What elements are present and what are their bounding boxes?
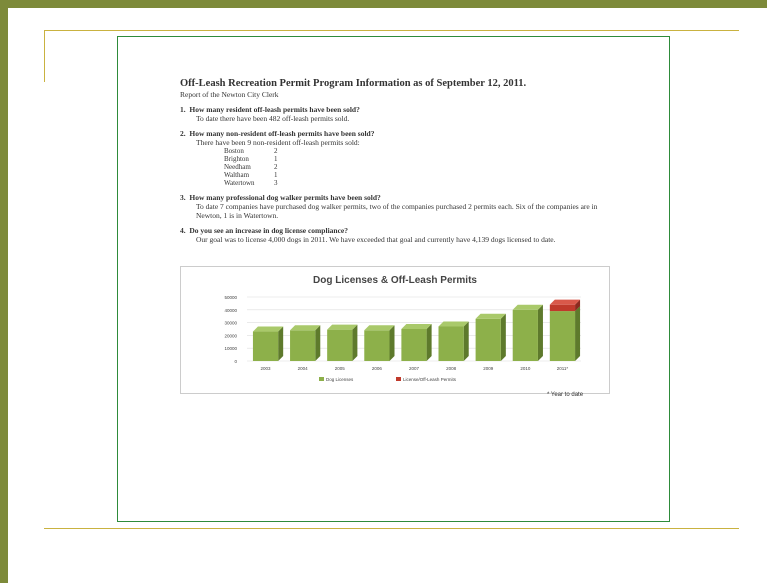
city-count: 2	[274, 163, 278, 171]
bar-side	[575, 299, 581, 312]
bar-dog-licenses	[475, 318, 501, 361]
bar-side	[278, 326, 284, 361]
answer-text: To date there have been 482 off-leash pe…	[196, 114, 350, 123]
answer-text: To date 7 companies have purchased dog w…	[196, 202, 598, 220]
bar-dog-licenses	[401, 329, 427, 361]
city-row: Needham 2	[224, 163, 610, 171]
question-heading: 3. How many professional dog walker perm…	[180, 193, 610, 202]
chart-bars	[252, 299, 581, 361]
chart-title: Dog Licenses & Off-Leash Permits	[313, 275, 477, 286]
bar-dog-licenses	[549, 311, 576, 361]
city-row: Watertown 3	[224, 179, 610, 187]
x-tick-label: 2011*	[557, 366, 569, 371]
question-3: 3. How many professional dog walker perm…	[180, 193, 610, 220]
bar-dog-licenses	[252, 331, 279, 361]
bar-top	[438, 321, 469, 327]
question-number: 3.	[180, 193, 186, 202]
legend-label: License/Off-Leash Permits	[403, 377, 457, 382]
bar-side	[352, 324, 358, 361]
city-count: 1	[274, 171, 278, 179]
bar-side	[315, 325, 321, 361]
city-name: Boston	[224, 147, 244, 155]
bar-side	[426, 324, 432, 361]
answer-text: Our goal was to license 4,000 dogs in 20…	[196, 235, 556, 244]
question-heading: 2. How many non-resident off-leash permi…	[180, 129, 610, 138]
bar-dog-licenses	[290, 330, 316, 361]
x-tick-label: 2006	[372, 366, 383, 371]
city-table: Boston 2 Brighton 1 Needham 2 Waltham 1 Wate…	[224, 147, 610, 187]
question-number: 1.	[180, 105, 186, 114]
city-name: Needham	[224, 163, 251, 171]
footnote: * Year to date	[547, 392, 584, 398]
legend-swatch-off-leash-permits	[396, 377, 401, 381]
x-tick-label: 2007	[409, 366, 420, 371]
decorative-line-vertical	[44, 30, 45, 82]
slide-left-border	[0, 0, 8, 583]
city-name: Waltham	[224, 171, 250, 179]
bar-top	[252, 326, 284, 332]
bar-dog-licenses	[438, 326, 464, 361]
city-name: Brighton	[224, 155, 249, 163]
legend-swatch-dog-licenses	[319, 377, 324, 381]
x-tick-label: 2003	[261, 366, 272, 371]
city-count: 2	[274, 147, 278, 155]
chart-labels: 0 10000 20000 30000 40000 50000 2003 2004 2005 20…	[224, 295, 568, 371]
bar-top	[512, 304, 543, 310]
bar-top	[327, 324, 358, 330]
bar-top	[475, 313, 506, 319]
city-row: Boston 2	[224, 147, 610, 155]
bar-top	[364, 325, 395, 331]
bar-side	[575, 306, 581, 361]
document-content: Off-Leash Recreation Permit Program Info…	[180, 78, 610, 244]
x-tick-label: 2005	[335, 366, 346, 371]
question-text: How many resident off-leash permits have…	[189, 105, 360, 114]
document-title: Off-Leash Recreation Permit Program Info…	[180, 78, 527, 89]
question-heading: 4. Do you see an increase in dog license…	[180, 226, 610, 235]
x-tick-label: 2009	[483, 366, 494, 371]
chart-container: Dog Licenses & Off-Leash Permits 0 10000 2…	[180, 266, 610, 394]
bar-side	[537, 304, 543, 361]
y-tick-label: 10000	[224, 346, 237, 351]
bar-top	[290, 325, 321, 331]
bar-dog-licenses	[364, 330, 390, 361]
question-4: 4. Do you see an increase in dog license…	[180, 226, 610, 244]
question-text: How many non-resident off-leash permits …	[189, 129, 375, 138]
bar-chart: Dog Licenses & Off-Leash Permits 0 10000 2…	[224, 275, 581, 382]
question-number: 4.	[180, 226, 186, 235]
city-count: 1	[274, 155, 278, 163]
question-2: 2. How many non-resident off-leash permi…	[180, 129, 610, 187]
x-tick-label: 2010	[520, 366, 531, 371]
city-row: Brighton 1	[224, 155, 610, 163]
decorative-line-top	[44, 30, 739, 31]
bar-side	[500, 313, 506, 361]
y-tick-label: 30000	[224, 321, 237, 326]
answer-text: There have been 9 non-resident off-leash…	[196, 138, 360, 147]
question-1: 1. How many resident off-leash permits h…	[180, 105, 610, 123]
question-number: 2.	[180, 129, 186, 138]
legend-label: Dog Licenses	[326, 377, 354, 382]
bar-top	[549, 299, 581, 305]
question-text: Do you see an increase in dog license co…	[189, 226, 348, 235]
question-text: How many professional dog walker permits…	[189, 193, 381, 202]
bar-side	[389, 325, 395, 361]
y-tick-label: 20000	[224, 333, 237, 338]
question-heading: 1. How many resident off-leash permits h…	[180, 105, 610, 114]
bar-off-leash-permits	[549, 304, 576, 312]
city-row: Waltham 1	[224, 171, 610, 179]
city-name: Watertown	[224, 179, 255, 187]
y-tick-label: 50000	[224, 295, 237, 300]
bar-side	[463, 321, 469, 361]
x-tick-label: 2008	[446, 366, 457, 371]
x-tick-label: 2004	[298, 366, 309, 371]
y-tick-label: 0	[234, 359, 237, 364]
bar-dog-licenses	[327, 329, 353, 361]
city-count: 3	[274, 179, 278, 187]
slide-top-border	[0, 0, 767, 8]
bar-dog-licenses	[512, 309, 538, 361]
chart-legend: Dog Licenses License/Off-Leash Permits	[319, 377, 457, 382]
decorative-line-bottom	[44, 528, 739, 529]
bar-top	[401, 324, 432, 329]
document-subtitle: Report of the Newton City Clerk	[180, 90, 279, 99]
y-tick-label: 40000	[224, 308, 237, 313]
